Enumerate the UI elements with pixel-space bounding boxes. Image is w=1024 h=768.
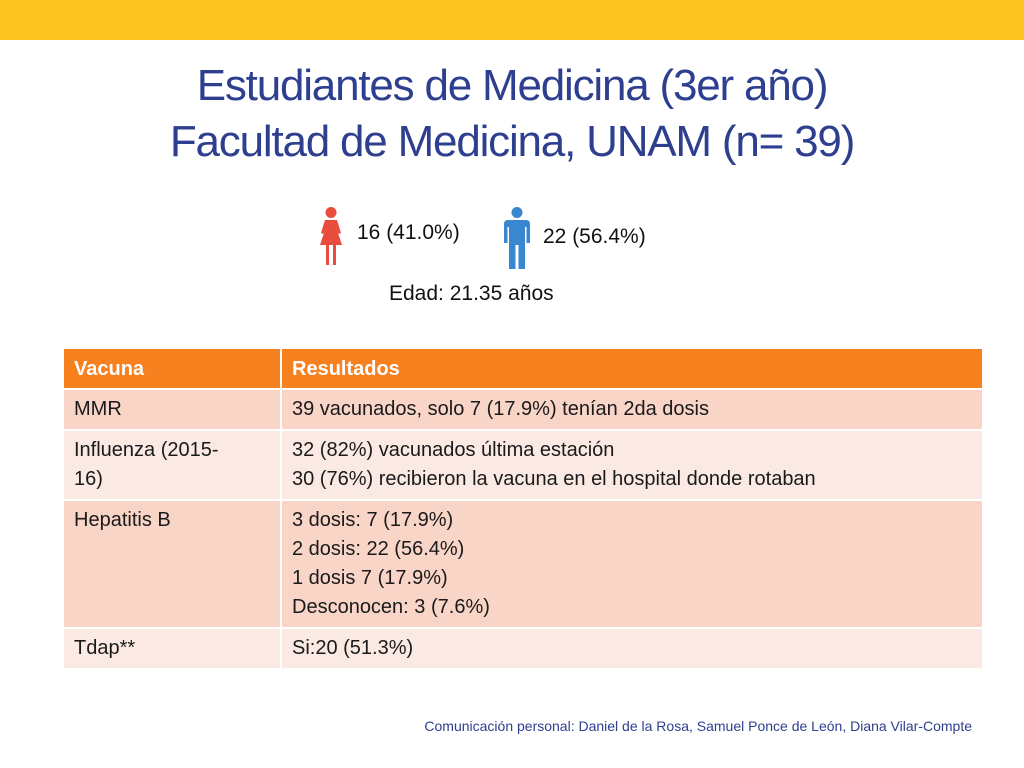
vaccine-line: Influenza (2015- xyxy=(74,439,219,461)
vaccine-line: 16) xyxy=(74,468,103,490)
result-line: Desconocen: 3 (7.6%) xyxy=(292,596,490,618)
result-line: 3 dosis: 7 (17.9%) xyxy=(292,509,454,531)
table-header-row: Vacuna Resultados xyxy=(62,347,984,390)
result-line: 32 (82%) vacunados última estación xyxy=(292,439,615,461)
male-count: 22 (56.4%) xyxy=(543,225,646,248)
vaccine-cell: MMR xyxy=(62,388,282,431)
vaccine-cell: Tdap** xyxy=(62,627,282,670)
vaccine-results-table: Vacuna Resultados MMR 39 vacunados, solo… xyxy=(62,347,984,670)
male-person-icon xyxy=(504,207,530,269)
header-resultados: Resultados xyxy=(280,347,984,390)
result-line: 2 dosis: 22 (56.4%) xyxy=(292,538,465,560)
female-count: 16 (41.0%) xyxy=(357,221,460,244)
slide-title: Estudiantes de Medicina (3er año) Facult… xyxy=(0,58,1024,170)
table-row: Tdap** Si:20 (51.3%) xyxy=(62,627,984,670)
results-cell: Si:20 (51.3%) xyxy=(280,627,984,670)
vaccine-cell: Hepatitis B xyxy=(62,499,282,629)
table-row: Hepatitis B 3 dosis: 7 (17.9%) 2 dosis: … xyxy=(62,499,984,629)
result-line: 1 dosis 7 (17.9%) xyxy=(292,567,448,589)
result-line: 39 vacunados, solo 7 (17.9%) tenían 2da … xyxy=(292,398,709,420)
title-line-2: Facultad de Medicina, UNAM (n= 39) xyxy=(169,117,856,166)
vaccine-cell: Influenza (2015- 16) xyxy=(62,429,282,501)
title-line-1: Estudiantes de Medicina (3er año) xyxy=(196,61,829,110)
table-row: Influenza (2015- 16) 32 (82%) vacunados … xyxy=(62,429,984,501)
average-age: Edad: 21.35 años xyxy=(389,282,554,305)
result-line: 30 (76%) recibieron la vacuna en el hosp… xyxy=(292,468,816,490)
results-cell: 3 dosis: 7 (17.9%) 2 dosis: 22 (56.4%) 1… xyxy=(280,499,984,629)
header-vacuna: Vacuna xyxy=(62,347,282,390)
source-footnote: Comunicación personal: Daniel de la Rosa… xyxy=(424,718,972,734)
result-line: Si:20 (51.3%) xyxy=(292,637,414,659)
results-cell: 32 (82%) vacunados última estación 30 (7… xyxy=(280,429,984,501)
top-accent-bar xyxy=(0,0,1024,40)
table-row: MMR 39 vacunados, solo 7 (17.9%) tenían … xyxy=(62,388,984,431)
results-cell: 39 vacunados, solo 7 (17.9%) tenían 2da … xyxy=(280,388,984,431)
female-person-icon xyxy=(320,207,342,265)
